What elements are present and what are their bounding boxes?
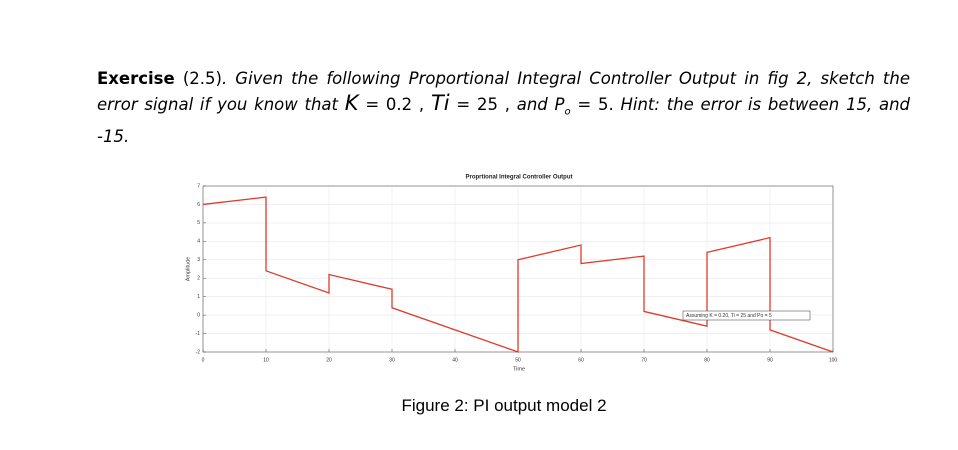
y-tick-label: 0 (197, 312, 200, 318)
chart-title: Proprtional Integral Controller Output (466, 175, 573, 181)
x-tick-label: 80 (704, 357, 710, 363)
annotation-box (682, 310, 811, 321)
p-value: = 5. (577, 95, 614, 114)
k-value: = 0.2 , (365, 95, 425, 114)
y-tick-label: 7 (197, 183, 200, 189)
x-tick-label: 60 (578, 357, 584, 363)
hint: Hint: the error is between 15, and -15. (97, 95, 911, 147)
y-tick-label: -1 (196, 331, 201, 337)
y-axis-label: Amplitude (185, 257, 191, 281)
y-tick-label: 2 (197, 276, 200, 282)
exercise-text: Exercise (2.5). Given the following Prop… (97, 66, 910, 149)
y-tick-label: 3 (197, 257, 200, 263)
p-symbol: and P (516, 95, 565, 114)
exercise-intro: . Given the following Proportional Integ… (97, 69, 910, 114)
exercise-label: Exercise (97, 69, 175, 88)
p-subscript: o (564, 106, 571, 118)
annotation: Assuming K = 0.20, Ti = 25 and Po = 5 (686, 313, 772, 319)
x-tick-label: 70 (641, 357, 647, 363)
x-tick-label: 50 (515, 357, 521, 363)
x-tick-label: 30 (389, 357, 395, 363)
ti-value: = 25 , (456, 95, 510, 114)
x-tick-label: 40 (452, 357, 458, 363)
x-tick-label: 10 (263, 357, 269, 363)
ti-symbol: Ti (430, 91, 450, 115)
x-tick-label: 100 (829, 357, 838, 363)
data-line (202, 196, 834, 353)
k-symbol: K (344, 91, 359, 115)
y-tick-label: 4 (197, 239, 200, 245)
figure-caption: Figure 2: PI output model 2 (401, 396, 607, 415)
x-tick-label: 90 (767, 357, 773, 363)
exercise-number: (2.5) (182, 69, 222, 88)
y-tick-label: 1 (197, 294, 200, 300)
y-tick-label: 5 (197, 220, 200, 226)
x-axis-label: Time (513, 366, 525, 372)
x-tick-label: 0 (202, 357, 205, 363)
y-tick-label: 6 (197, 202, 200, 208)
x-tick-label: 20 (326, 357, 332, 363)
y-tick-label: -2 (196, 349, 201, 355)
